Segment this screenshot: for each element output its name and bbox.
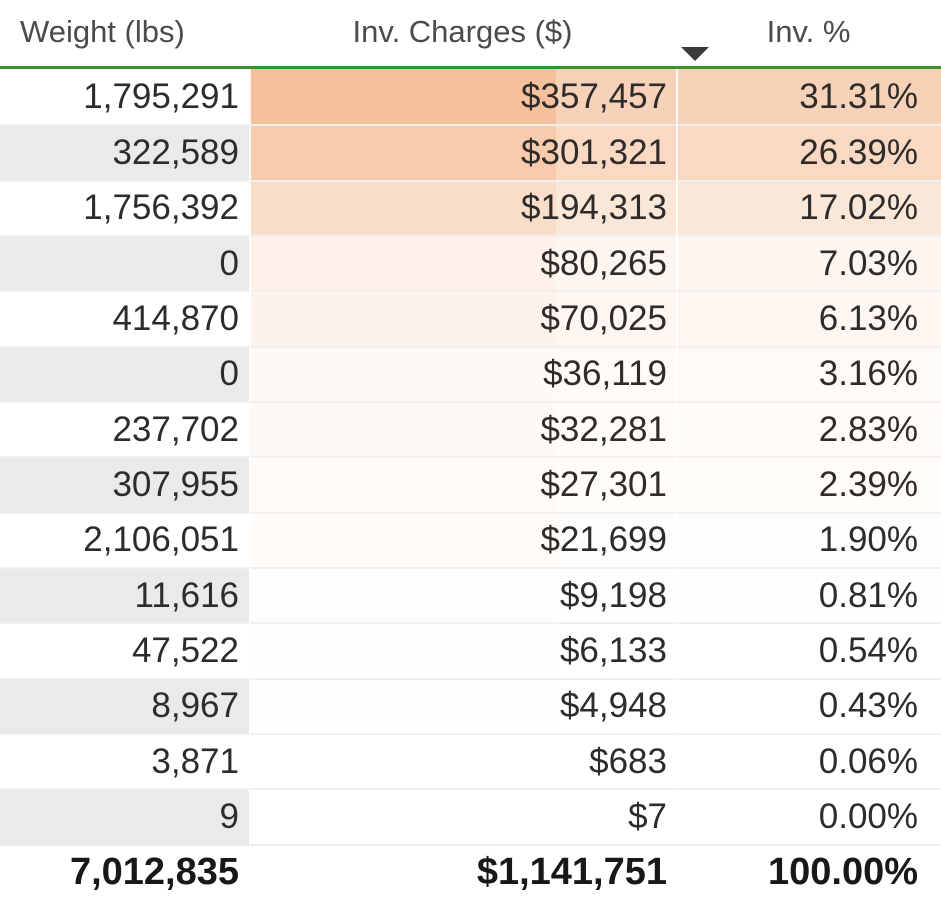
table-row: 3,871 $683 0.06% — [0, 733, 941, 789]
weight-cell[interactable]: 237,702 — [0, 401, 249, 457]
table-row: 0 $36,119 3.16% — [0, 345, 941, 402]
column-header-inv-charges[interactable]: Inv. Charges ($) — [249, 0, 709, 69]
inv-charges-cell[interactable]: $21,699 — [249, 511, 676, 568]
inv-pct-cell[interactable]: 17.02% — [676, 179, 941, 236]
table-row: 2,106,051 $21,699 1.90% — [0, 511, 941, 568]
table-row: 47,522 $6,133 0.54% — [0, 622, 941, 678]
weight-cell[interactable]: 8,967 — [0, 677, 249, 734]
inv-pct-cell[interactable]: 3.16% — [676, 345, 941, 402]
inv-charges-cell[interactable]: $194,313 — [249, 179, 676, 236]
total-weight-value: 7,012,835 — [0, 843, 249, 900]
table-header: Weight (lbs) Inv. Charges ($) Inv. % — [0, 0, 941, 69]
table-row: 237,702 $32,281 2.83% — [0, 401, 941, 457]
inv-pct-cell[interactable]: 6.13% — [676, 290, 941, 346]
weight-cell[interactable]: 307,955 — [0, 456, 249, 512]
table-row: 1,756,392 $194,313 17.02% — [0, 179, 941, 236]
inv-pct-cell[interactable]: 0.00% — [676, 788, 941, 844]
table-row: 11,616 $9,198 0.81% — [0, 567, 941, 623]
inv-charges-cell[interactable]: $27,301 — [249, 456, 676, 512]
total-inv-pct-value: 100.00% — [676, 843, 941, 900]
header-row: Weight (lbs) Inv. Charges ($) Inv. % — [0, 0, 941, 69]
table-body: 1,795,291 $357,457 31.31% 322,589 $301,3… — [0, 69, 941, 844]
inv-charges-cell[interactable]: $6,133 — [249, 622, 676, 678]
column-header-inv-charges-label: Inv. Charges ($) — [352, 14, 573, 49]
column-header-inv-pct[interactable]: Inv. % — [676, 0, 941, 69]
inv-charges-cell[interactable]: $9,198 — [249, 567, 676, 623]
inv-pct-cell[interactable]: 0.81% — [676, 567, 941, 623]
inv-pct-cell[interactable]: 1.90% — [676, 511, 941, 568]
table-row: 307,955 $27,301 2.39% — [0, 456, 941, 512]
table-row: 9 $7 0.00% — [0, 788, 941, 844]
inv-charges-cell[interactable]: $301,321 — [249, 124, 676, 180]
column-header-weight[interactable]: Weight (lbs) — [0, 0, 249, 69]
weight-cell[interactable]: 47,522 — [0, 622, 249, 678]
weight-cell[interactable]: 414,870 — [0, 290, 249, 346]
total-row: 7,012,835 $1,141,751 100.00% — [0, 843, 941, 900]
inv-charges-cell[interactable]: $7 — [249, 788, 676, 844]
sort-descending-icon[interactable] — [681, 47, 709, 61]
weight-cell[interactable]: 9 — [0, 788, 249, 844]
inv-charges-cell[interactable]: $683 — [249, 733, 676, 789]
table-row: 0 $80,265 7.03% — [0, 235, 941, 291]
inv-charges-cell[interactable]: $70,025 — [249, 290, 676, 346]
weight-cell[interactable]: 2,106,051 — [0, 511, 249, 568]
table-row: 8,967 $4,948 0.43% — [0, 677, 941, 734]
table-row: 414,870 $70,025 6.13% — [0, 290, 941, 346]
weight-cell[interactable]: 0 — [0, 235, 249, 291]
weight-cell[interactable]: 11,616 — [0, 567, 249, 623]
weight-cell[interactable]: 322,589 — [0, 124, 249, 180]
table-row: 1,795,291 $357,457 31.31% — [0, 69, 941, 125]
weight-cell[interactable]: 1,795,291 — [0, 69, 249, 125]
inv-pct-cell[interactable]: 26.39% — [676, 124, 941, 180]
inv-charges-cell[interactable]: $36,119 — [249, 345, 676, 402]
weight-cell[interactable]: 1,756,392 — [0, 179, 249, 236]
table-row: 322,589 $301,321 26.39% — [0, 124, 941, 180]
table-footer: 7,012,835 $1,141,751 100.00% — [0, 843, 941, 900]
inv-charges-cell[interactable]: $4,948 — [249, 677, 676, 734]
inv-pct-cell[interactable]: 0.43% — [676, 677, 941, 734]
inv-pct-cell[interactable]: 31.31% — [676, 69, 941, 125]
inv-pct-cell[interactable]: 2.83% — [676, 401, 941, 457]
inv-charges-cell[interactable]: $32,281 — [249, 401, 676, 457]
inv-pct-cell[interactable]: 7.03% — [676, 235, 941, 291]
inv-pct-cell[interactable]: 0.54% — [676, 622, 941, 678]
inv-charges-cell[interactable]: $80,265 — [249, 235, 676, 291]
inv-charges-cell[interactable]: $357,457 — [249, 69, 676, 125]
total-inv-charges-value: $1,141,751 — [249, 843, 676, 900]
weight-cell[interactable]: 3,871 — [0, 733, 249, 789]
weight-cell[interactable]: 0 — [0, 345, 249, 402]
inv-pct-cell[interactable]: 2.39% — [676, 456, 941, 512]
inv-pct-cell[interactable]: 0.06% — [676, 733, 941, 789]
